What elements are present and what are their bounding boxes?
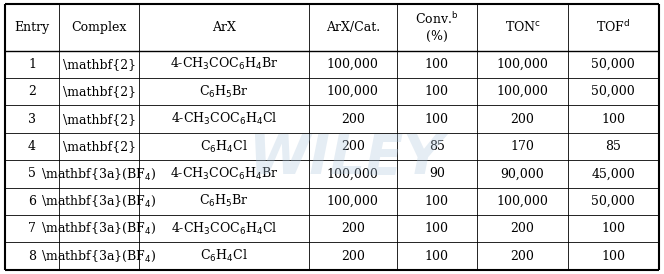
Text: \mathbf{3a}(BF$_4$): \mathbf{3a}(BF$_4$) [41, 221, 157, 236]
Text: 4-CH$_3$COC$_6$H$_4$Br: 4-CH$_3$COC$_6$H$_4$Br [170, 166, 278, 182]
Text: 100,000: 100,000 [497, 58, 548, 71]
Text: 90,000: 90,000 [501, 167, 544, 181]
Text: 50,000: 50,000 [592, 58, 635, 71]
Text: 100,000: 100,000 [327, 58, 378, 71]
Text: 100: 100 [425, 250, 449, 263]
Text: 5: 5 [28, 167, 36, 181]
Text: \mathbf{3a}(BF$_4$): \mathbf{3a}(BF$_4$) [41, 166, 157, 182]
Text: 6: 6 [28, 195, 36, 208]
Text: 1: 1 [28, 58, 36, 71]
Text: \mathbf{2}: \mathbf{2} [62, 113, 135, 126]
Text: Conv.$^{\rm b}$
(%): Conv.$^{\rm b}$ (%) [415, 12, 459, 43]
Text: 90: 90 [429, 167, 445, 181]
Text: \mathbf{2}: \mathbf{2} [62, 85, 135, 98]
Text: 4-CH$_3$COC$_6$H$_4$Cl: 4-CH$_3$COC$_6$H$_4$Cl [171, 111, 278, 127]
Text: 200: 200 [341, 113, 365, 126]
Text: \mathbf{3a}(BF$_4$): \mathbf{3a}(BF$_4$) [41, 249, 157, 264]
Text: Complex: Complex [72, 21, 127, 34]
Text: 8: 8 [28, 250, 36, 263]
Text: 100,000: 100,000 [327, 195, 378, 208]
Text: 50,000: 50,000 [592, 195, 635, 208]
Text: 85: 85 [429, 140, 445, 153]
Text: 100: 100 [425, 58, 449, 71]
Text: \mathbf{2}: \mathbf{2} [62, 58, 135, 71]
Text: 100: 100 [425, 85, 449, 98]
Text: 200: 200 [511, 250, 535, 263]
Text: Entry: Entry [15, 21, 50, 34]
Text: ArX: ArX [212, 21, 236, 34]
Text: C$_6$H$_5$Br: C$_6$H$_5$Br [199, 193, 249, 209]
Text: 85: 85 [606, 140, 622, 153]
Text: 100: 100 [602, 250, 625, 263]
Text: C$_6$H$_4$Cl: C$_6$H$_4$Cl [201, 138, 248, 155]
Text: 200: 200 [341, 222, 365, 235]
Text: WILEY: WILEY [248, 132, 443, 186]
Text: 45,000: 45,000 [592, 167, 635, 181]
Text: 100: 100 [602, 222, 625, 235]
Text: TOF$^{\rm d}$: TOF$^{\rm d}$ [596, 19, 630, 35]
Text: 170: 170 [511, 140, 535, 153]
Text: ArX/Cat.: ArX/Cat. [326, 21, 380, 34]
Text: 100: 100 [425, 222, 449, 235]
Text: \mathbf{2}: \mathbf{2} [62, 140, 135, 153]
Text: 4: 4 [28, 140, 36, 153]
Text: 200: 200 [511, 222, 535, 235]
Text: 100,000: 100,000 [327, 85, 378, 98]
Text: 100: 100 [425, 195, 449, 208]
Text: 100,000: 100,000 [327, 167, 378, 181]
Text: 100,000: 100,000 [497, 85, 548, 98]
Text: 200: 200 [341, 250, 365, 263]
Text: 50,000: 50,000 [592, 85, 635, 98]
Text: C$_6$H$_4$Cl: C$_6$H$_4$Cl [201, 248, 248, 264]
Text: 4-CH$_3$COC$_6$H$_4$Cl: 4-CH$_3$COC$_6$H$_4$Cl [171, 221, 278, 237]
Text: \mathbf{3a}(BF$_4$): \mathbf{3a}(BF$_4$) [41, 194, 157, 209]
Text: 100: 100 [425, 113, 449, 126]
Text: 100,000: 100,000 [497, 195, 548, 208]
Text: 200: 200 [511, 113, 535, 126]
Text: C$_6$H$_5$Br: C$_6$H$_5$Br [199, 84, 249, 100]
Text: 7: 7 [28, 222, 36, 235]
Text: 100: 100 [602, 113, 625, 126]
Text: 200: 200 [341, 140, 365, 153]
Text: 4-CH$_3$COC$_6$H$_4$Br: 4-CH$_3$COC$_6$H$_4$Br [170, 56, 278, 72]
Text: TON$^{\rm c}$: TON$^{\rm c}$ [505, 20, 540, 34]
Text: 3: 3 [28, 113, 36, 126]
Text: 2: 2 [28, 85, 36, 98]
